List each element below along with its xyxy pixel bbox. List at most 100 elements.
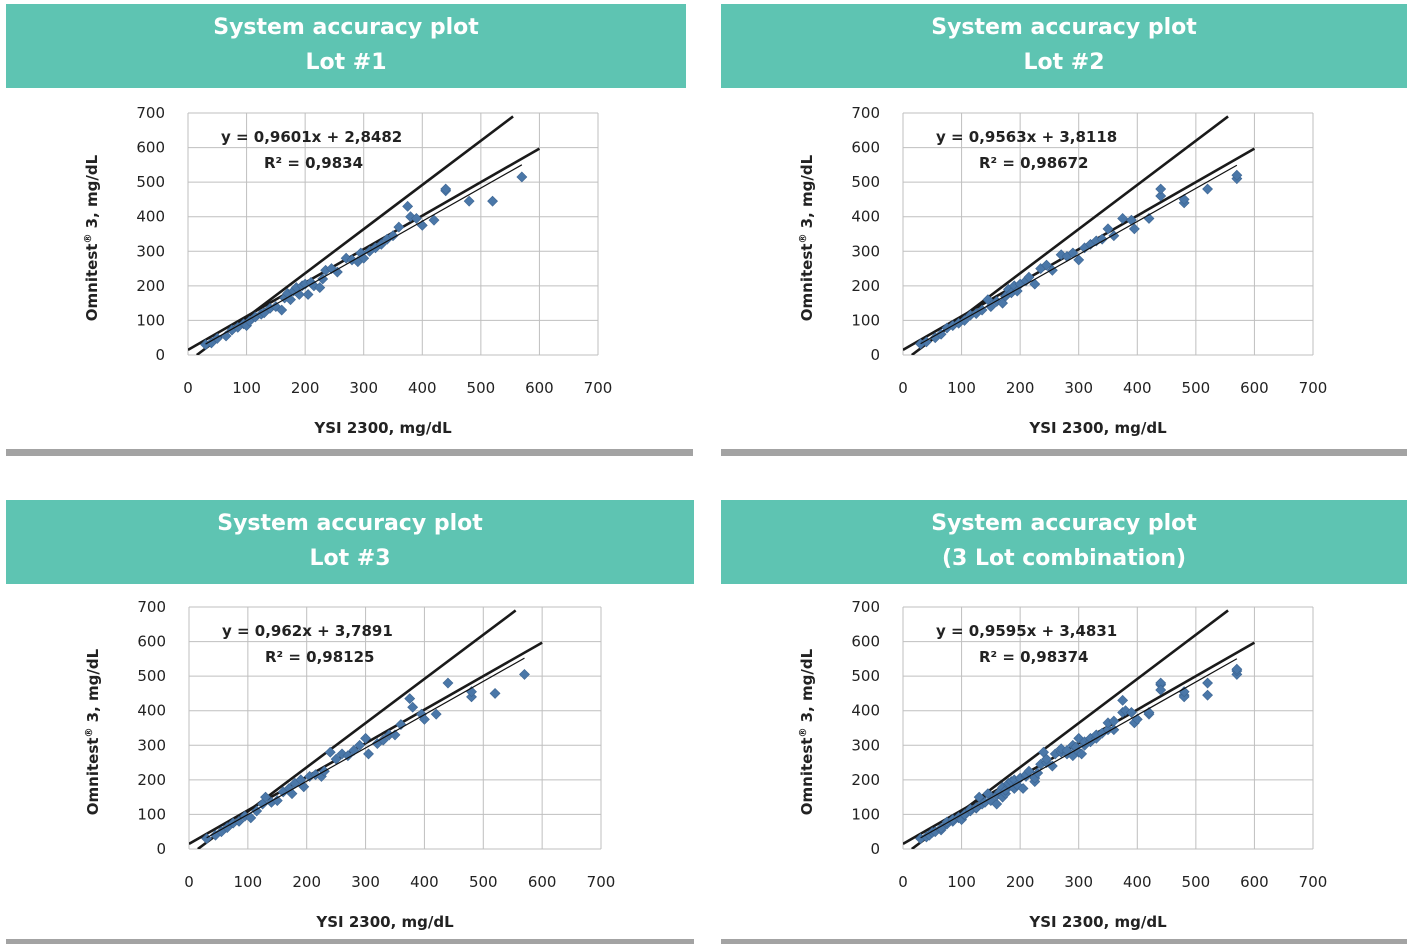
y-axis-label: Omnitest® 3, mg/dL [798,154,816,321]
chart-panel-lot-3: System accuracy plot Lot #3 0 100 200 300 40… [0,472,707,944]
data-point [440,183,452,195]
data-point [487,195,498,207]
y-tick-label: 700 [136,104,165,122]
x-tick-label: 200 [1006,873,1035,891]
chart-title-banner: System accuracy plot Lot #3 [6,500,694,584]
data-point [407,701,419,713]
data-point [314,282,326,294]
y-axis-label-mark: ® [798,234,809,244]
y-axis-label: Omnitest® 3, mg/dL [798,648,816,815]
y-axis-label-mark: ® [83,234,94,244]
x-tick-label: 300 [351,873,380,891]
y-tick-label: 600 [136,139,165,157]
data-point [1231,663,1243,675]
chart-title: System accuracy plot [931,15,1197,40]
x-tick-label: 400 [1123,873,1152,891]
x-tick-label: 100 [232,379,261,397]
data-point [411,213,422,224]
data-point [1117,694,1129,706]
y-tick-label: 0 [870,840,880,858]
data-point [1155,684,1167,696]
x-tick-label: 200 [292,873,321,891]
data-point [1126,707,1137,718]
panel-divider [6,939,694,944]
chart-subtitle: Lot #2 [1023,50,1105,75]
y-tick-label: 0 [155,346,165,364]
x-axis-label: YSI 2300, mg/dL [313,419,452,437]
y-axis-label: Omnitest® 3, mg/dL [83,154,101,321]
y-axis-label-main: Omnitest [84,738,102,816]
data-point [463,195,475,207]
chart-panel-lot-1: System accuracy plot Lot #1 0 100 200 300 40… [0,0,707,472]
x-tick-label: 0 [183,379,193,397]
y-tick-label: 300 [137,736,166,754]
data-point [1202,183,1213,195]
y-tick-label: 0 [156,840,166,858]
data-point [363,748,374,760]
y-tick-label: 600 [851,139,880,157]
data-point [519,668,530,680]
data-point [1155,183,1167,195]
y-tick-label: 400 [137,702,166,720]
y-axis-label-main: Omnitest [798,244,816,322]
y-tick-label: 300 [136,242,165,260]
panel-divider [6,449,693,456]
scatter-plot-lot-3: 0 100 200 300 400 500 600 700 0 100 200 300 400 500 60… [84,598,615,931]
x-tick-label: 100 [947,379,976,397]
accuracy-boundary-line [196,115,514,355]
y-tick-label: 300 [851,242,880,260]
plot-area [188,115,541,355]
data-point [331,266,343,278]
y-axis-label-main: Omnitest [83,244,101,322]
y-tick-label: 700 [137,598,166,616]
y-axis-label-mark: ® [84,728,95,738]
data-point [393,221,405,233]
data-point [1046,760,1058,772]
chart-title-banner: System accuracy plot Lot #1 [6,4,686,88]
x-axis-label: YSI 2300, mg/dL [315,913,454,931]
y-tick-label: 700 [851,104,880,122]
x-tick-label: 0 [184,873,194,891]
data-point [1096,233,1108,245]
regression-line [920,164,1238,345]
x-tick-label: 100 [947,873,976,891]
y-axis-label-main: Omnitest [798,738,816,816]
data-point [428,214,440,226]
x-tick-label: 400 [1123,379,1152,397]
x-tick-label: 200 [1006,379,1035,397]
chart-title-banner: System accuracy plot Lot #2 [721,4,1407,88]
data-point [1041,753,1052,765]
regression-equation: y = 0,9601x + 2,8482 [221,128,402,146]
data-point [442,677,454,689]
y-tick-label: 700 [851,598,880,616]
data-point [387,230,399,242]
y-tick-label: 200 [851,771,880,789]
x-tick-label: 700 [1299,873,1328,891]
data-point [276,304,288,316]
x-tick-label: 600 [528,873,557,891]
data-point [419,713,430,725]
regression-equation: y = 0,9595x + 3,4831 [936,622,1117,640]
x-tick-label: 100 [234,873,263,891]
y-tick-label: 200 [851,277,880,295]
y-tick-label: 200 [136,277,165,295]
y-axis-label-rest: 3, mg/dL [798,648,816,727]
plot-area [189,609,543,849]
accuracy-boundary-line [197,609,517,849]
y-axis-label-rest: 3, mg/dL [83,154,101,233]
chart-title: System accuracy plot [217,511,483,536]
data-point [260,791,271,803]
data-point [404,693,416,705]
chart-title: System accuracy plot [931,511,1197,536]
x-tick-label: 600 [525,379,554,397]
data-point [985,301,997,313]
data-point [1108,715,1120,727]
x-axis-label: YSI 2300, mg/dL [1028,419,1167,437]
x-tick-label: 400 [410,873,439,891]
data-point [430,708,442,720]
data-point [991,798,1003,810]
r-squared-value: R² = 0,9834 [264,154,363,172]
scatter-plot-3-lot-combination: 0 100 200 300 400 500 600 700 0 100 200 300 400 500 60… [798,598,1328,931]
regression-line [920,658,1238,839]
data-point [1073,254,1085,266]
